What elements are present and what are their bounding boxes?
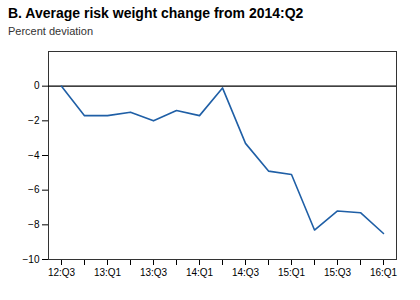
svg-text:0: 0 xyxy=(34,80,40,91)
svg-text:15:Q3: 15:Q3 xyxy=(324,267,352,278)
svg-text:13:Q3: 13:Q3 xyxy=(140,267,168,278)
html-text:B. Average risk weight change: B. Average risk weight change from 2014:… xyxy=(8,5,304,21)
svg-text:14:Q1: 14:Q1 xyxy=(186,267,214,278)
svg-text:−10: −10 xyxy=(23,254,40,265)
html-text:Percent deviation: Percent deviation xyxy=(8,25,93,37)
svg-text:15:Q1: 15:Q1 xyxy=(278,267,306,278)
svg-text:16:Q1: 16:Q1 xyxy=(370,267,398,278)
svg-text:−6: −6 xyxy=(28,184,40,195)
svg-text:12:Q3: 12:Q3 xyxy=(48,267,76,278)
svg-text:−2: −2 xyxy=(28,115,40,126)
svg-text:14:Q3: 14:Q3 xyxy=(232,267,260,278)
svg-text:−8: −8 xyxy=(28,219,40,230)
svg-text:−4: −4 xyxy=(28,150,40,161)
svg-text:13:Q1: 13:Q1 xyxy=(94,267,122,278)
